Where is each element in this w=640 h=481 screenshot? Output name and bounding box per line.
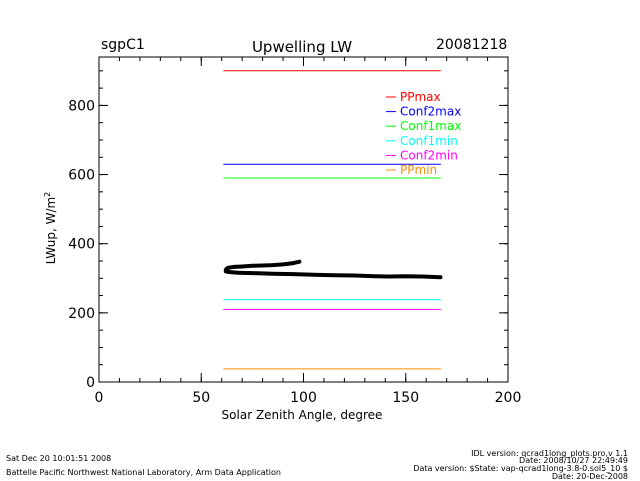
- legend-label-ppmax: PPmax: [400, 90, 441, 104]
- plot-date: 20081218: [436, 37, 508, 53]
- y-axis-label: LWup, W/m2: [43, 192, 58, 265]
- legend-label-conf1min: Conf1min: [400, 134, 458, 148]
- x-axis-label: Solar Zenith Angle, degree: [222, 408, 383, 422]
- x-tick-label: 150: [392, 390, 419, 406]
- plot-axes: 0 50 100 150 200 0 200 400 600 800: [68, 56, 522, 406]
- x-tick-label: 100: [290, 390, 317, 406]
- y-tick-label: 0: [86, 375, 95, 391]
- series-layer: [223, 70, 443, 370]
- x-tick-label: 50: [192, 390, 210, 406]
- y-tick-label: 800: [68, 98, 95, 114]
- footer-idl-version: IDL version: qcrad1long_plots.pro,v 1.1: [471, 449, 628, 458]
- y-tick-label: 200: [68, 306, 95, 322]
- chart-title: Upwelling LW: [252, 38, 352, 56]
- legend-label-conf1max: Conf1max: [400, 119, 461, 133]
- footer-timestamp: Sat Dec 20 10:01:51 2008: [6, 454, 112, 463]
- series-line-lwup: [223, 259, 443, 280]
- site-label: sgpC1: [101, 37, 145, 53]
- y-tick-label: 400: [68, 237, 95, 253]
- footer-run-date: Date: 20-Dec-2008: [551, 472, 628, 481]
- legend: PPmaxConf2maxConf1maxConf1minConf2minPPm…: [386, 90, 461, 177]
- legend-label-conf2min: Conf2min: [400, 148, 458, 162]
- x-tick-label: 0: [95, 390, 104, 406]
- legend-label-conf2max: Conf2max: [400, 105, 461, 119]
- x-tick-label: 200: [495, 390, 522, 406]
- footer-institution: Battelle Pacific Northwest National Labo…: [6, 468, 281, 477]
- y-tick-label: 600: [68, 168, 95, 184]
- footer-date: Date: 2008/10/27 22:49:49: [519, 456, 628, 465]
- footer-data-version: Data version: $State: vap-qcrad1long-3.8…: [413, 464, 628, 473]
- y-axis-label-superscript: 2: [43, 192, 52, 197]
- legend-label-ppmin: PPmin: [400, 163, 437, 177]
